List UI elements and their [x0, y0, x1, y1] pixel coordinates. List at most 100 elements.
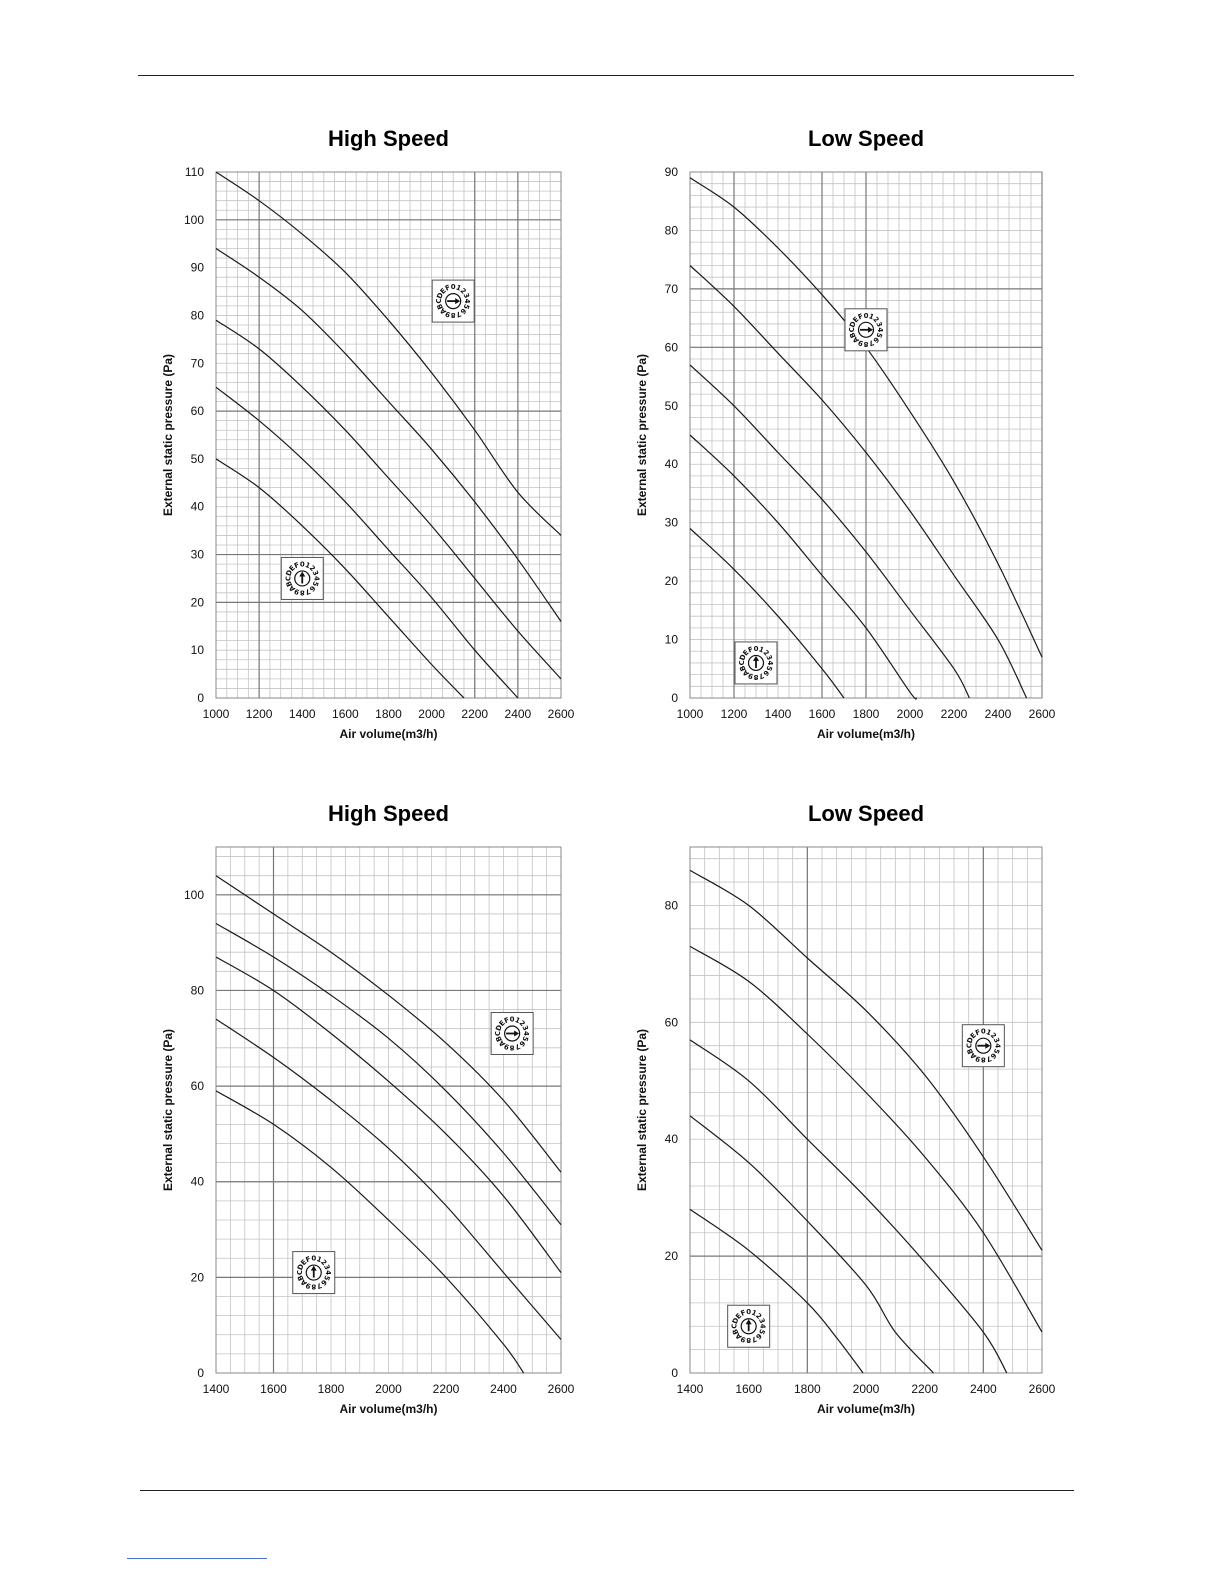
- x-axis-label: Air volume(m3/h): [817, 1402, 915, 1416]
- dial-character: B: [296, 1274, 305, 1282]
- dial-character: 0: [451, 283, 456, 291]
- dial-character: 4: [766, 660, 774, 665]
- chart-title: Low Speed: [808, 801, 924, 826]
- dial-character: C: [494, 1031, 502, 1036]
- series-line-2: [215, 1018, 562, 1340]
- dial-character: F: [740, 1309, 748, 1318]
- dial-character: 8: [981, 1056, 986, 1064]
- dial-character: 9: [503, 1042, 511, 1051]
- x-tick-label: 2000: [897, 707, 924, 721]
- dial-character: 9: [293, 587, 301, 596]
- dial-character: 7: [455, 309, 463, 318]
- dial-character: 6: [319, 1278, 328, 1287]
- dial-character: 1: [985, 1028, 993, 1037]
- dial-character: 0: [981, 1028, 986, 1036]
- dial-character: 0: [864, 312, 869, 320]
- dial-character: 3: [764, 654, 773, 662]
- dial-character: 4: [993, 1043, 1001, 1048]
- x-tick-label: 1800: [853, 707, 880, 721]
- dial-character: 2: [458, 287, 467, 296]
- y-tick-label: 90: [191, 261, 205, 275]
- dial-character: 3: [462, 292, 471, 300]
- dial-character: 3: [322, 1263, 331, 1271]
- dial-character: 0: [510, 1016, 515, 1024]
- x-tick-label: 1400: [203, 1382, 230, 1396]
- dial-character: C: [435, 299, 443, 304]
- dial-character: 9: [444, 309, 452, 318]
- chart-grid: [689, 846, 1043, 1374]
- dial-character: 8: [510, 1044, 515, 1052]
- x-tick-label: 2600: [548, 707, 575, 721]
- x-tick-label: 2400: [970, 1382, 997, 1396]
- y-tick-label: 60: [191, 404, 205, 418]
- x-tick-label: 2200: [461, 707, 488, 721]
- dial-character: 7: [985, 1054, 993, 1063]
- y-axis-label: External static pressure (Pa): [635, 354, 649, 516]
- dial-character: 4: [324, 1270, 332, 1275]
- dial-character: 9: [304, 1281, 312, 1290]
- dial-character: 5: [461, 303, 470, 311]
- dial-character: 1: [514, 1016, 522, 1025]
- y-tick-label: 70: [665, 282, 679, 296]
- x-tick-label: 2000: [375, 1382, 402, 1396]
- x-tick-label: 1600: [332, 707, 359, 721]
- y-tick-label: 60: [191, 1079, 205, 1093]
- series-line-4: [215, 922, 562, 1226]
- dial-character: B: [285, 580, 294, 588]
- y-tick-label: 90: [665, 165, 679, 179]
- dial-character: 6: [308, 584, 317, 593]
- dial-character: E: [299, 1258, 308, 1267]
- dial-character: 8: [863, 340, 868, 348]
- dial-character: 3: [992, 1037, 1001, 1045]
- dial-character: 2: [754, 1312, 763, 1321]
- x-tick-label: 1000: [677, 707, 704, 721]
- dial-character: 7: [757, 671, 765, 680]
- dial-character: 6: [761, 668, 770, 677]
- y-tick-label: 40: [191, 1175, 205, 1189]
- series-line-5: [215, 875, 562, 1173]
- series-line-1: [215, 1090, 525, 1374]
- y-tick-label: 80: [665, 223, 679, 237]
- dial-character: F: [747, 645, 755, 654]
- y-tick-label: 60: [665, 340, 679, 354]
- y-tick-label: 0: [197, 691, 204, 705]
- y-tick-label: 50: [665, 399, 679, 413]
- dial-character: B: [738, 664, 747, 672]
- dial-character: 3: [311, 569, 320, 577]
- dial-character: F: [444, 283, 452, 292]
- dial-character: F: [857, 312, 865, 321]
- y-tick-label: 20: [665, 574, 679, 588]
- dial-character: 4: [312, 576, 320, 581]
- dial-character: 7: [867, 338, 875, 347]
- dial-character: A: [851, 335, 861, 345]
- series-line-2: [689, 434, 918, 700]
- dial-character: 8: [746, 1336, 751, 1344]
- dial-character: F: [974, 1028, 982, 1037]
- dial-character: C: [738, 660, 746, 665]
- dial-character: E: [852, 315, 861, 324]
- x-tick-label: 2000: [418, 707, 445, 721]
- y-axis-label: External static pressure (Pa): [161, 1029, 175, 1191]
- dial-character: B: [731, 1328, 740, 1336]
- header-rule: [138, 75, 1074, 76]
- dial-character: 6: [754, 1332, 763, 1341]
- x-tick-label: 1600: [260, 1382, 287, 1396]
- y-tick-label: 40: [191, 500, 205, 514]
- dial-character: 3: [874, 321, 883, 329]
- x-tick-label: 1400: [765, 707, 792, 721]
- y-tick-label: 20: [191, 1270, 205, 1284]
- series-line-2: [215, 386, 519, 699]
- x-axis-label: Air volume(m3/h): [339, 727, 437, 741]
- dial-character: C: [284, 576, 292, 581]
- y-tick-label: 80: [191, 308, 205, 322]
- dial-character: C: [731, 1324, 739, 1329]
- y-tick-label: 60: [665, 1015, 679, 1029]
- y-tick-label: 100: [184, 888, 204, 902]
- dial-character: E: [439, 287, 448, 296]
- dial-character: 0: [300, 561, 305, 569]
- dial-character: 4: [759, 1324, 767, 1329]
